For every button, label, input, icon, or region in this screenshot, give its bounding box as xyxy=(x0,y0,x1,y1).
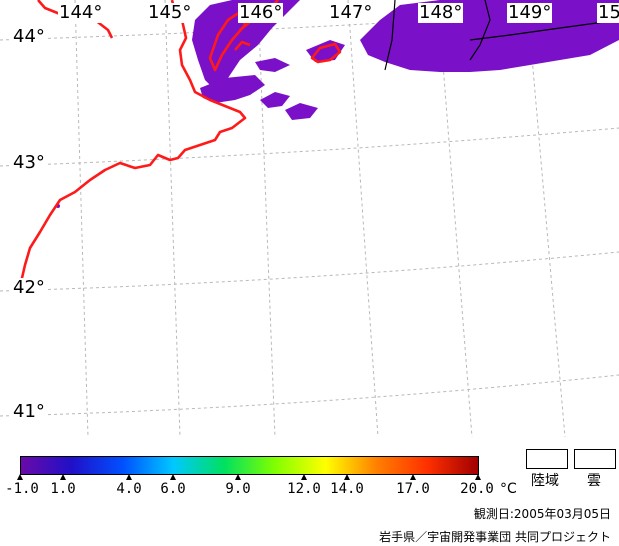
colorbar-tick xyxy=(60,474,66,480)
cloud-legend-swatch xyxy=(574,449,616,469)
colorbar-tick-label: 4.0 xyxy=(116,481,142,497)
longitude-label: 149° xyxy=(507,2,553,23)
colorbar-unit: °C xyxy=(500,481,517,497)
observation-date: 観測日:2005年03月05日 xyxy=(473,507,611,521)
colorbar-tick xyxy=(126,474,132,480)
longitude-label: 146° xyxy=(238,2,284,23)
colorbar-tick-label: 17.0 xyxy=(396,481,430,497)
colorbar-tick-label: 9.0 xyxy=(225,481,251,497)
latitude-label: 42° xyxy=(12,277,46,298)
cloud-legend-label: 雲 xyxy=(587,473,601,489)
longitude-label: 144° xyxy=(58,2,104,23)
graticule xyxy=(0,0,619,437)
colorbar-tick xyxy=(235,474,241,480)
colorbar-tick-label: 6.0 xyxy=(160,481,186,497)
sst-map xyxy=(0,0,619,437)
colorbar-tick xyxy=(301,474,307,480)
temperature-colorbar xyxy=(20,456,479,475)
latitude-label: 43° xyxy=(12,152,46,173)
colorbar-tick xyxy=(17,474,23,480)
colorbar-tick xyxy=(170,474,176,480)
land-legend-swatch xyxy=(526,449,568,469)
longitude-label: 15 xyxy=(597,3,619,23)
land-legend-label: 陸域 xyxy=(531,473,559,489)
boundary-lines xyxy=(384,0,619,71)
colorbar-tick-label: 1.0 xyxy=(50,481,76,497)
colorbar-tick xyxy=(344,474,350,480)
colorbar-tick xyxy=(475,474,481,480)
colorbar-tick-label: -1.0 xyxy=(5,481,39,497)
colorbar-tick-label: 12.0 xyxy=(287,481,321,497)
credit-text: 岩手県／宇宙開発事業団 共同プロジェクト xyxy=(379,530,611,544)
longitude-label: 145° xyxy=(147,2,193,23)
latitude-label: 44° xyxy=(12,26,46,47)
latitude-label: 41° xyxy=(12,401,46,422)
longitude-label: 147° xyxy=(328,2,374,23)
colorbar-tick-label: 14.0 xyxy=(330,481,364,497)
longitude-label: 148° xyxy=(418,2,464,23)
colorbar-tick xyxy=(410,474,416,480)
colorbar-tick-label: 20.0 xyxy=(460,481,494,497)
